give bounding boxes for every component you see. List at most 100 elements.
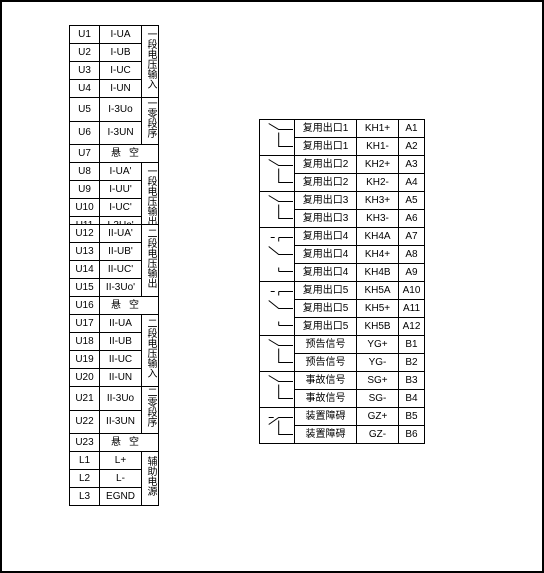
idle-label: 悬空 [100,145,159,163]
group-label: 二段电压输入 [142,315,159,387]
output-table-right: 复用出口1KH1+A1复用出口1KH1-A2复用出口2KH2+A3复用出口2KH… [259,119,425,444]
terminal-id: U15 [70,279,100,297]
relay-symbol [260,156,295,192]
output-kh: KH2+ [357,156,399,174]
terminal-id: U23 [70,434,100,452]
output-desc: 复用出口5 [295,282,357,300]
terminal-id: U6 [70,121,100,145]
terminal-id: L3 [70,488,100,506]
terminal-id: U12 [70,225,100,243]
output-desc: 预告信号 [295,354,357,372]
signal-name: I-UA [100,26,142,44]
terminal-id: U18 [70,333,100,351]
output-desc: 装置障碍 [295,408,357,426]
relay-symbol [260,282,295,336]
signal-name: II-UC' [100,261,142,279]
relay-symbol [260,192,295,228]
signal-name: I-3UN [100,121,142,145]
terminal-id: U7 [70,145,100,163]
output-kh: YG+ [357,336,399,354]
output-desc: 事故信号 [295,372,357,390]
signal-name: II-UA [100,315,142,333]
output-desc: 复用出口1 [295,138,357,156]
group-label: 辅助电源 [142,452,159,506]
terminal-id: U10 [70,199,100,217]
output-pin: B2 [399,354,425,372]
output-pin: A2 [399,138,425,156]
diagram-frame: U1I-UA一段电压输入U2I-UBU3I-UCU4I-UNU5I-3Uo一零段… [0,0,544,573]
terminal-id: U3 [70,62,100,80]
output-desc: 复用出口2 [295,174,357,192]
idle-label: 悬空 [100,434,159,452]
output-desc: 预告信号 [295,336,357,354]
output-kh: KH1- [357,138,399,156]
output-kh: KH1+ [357,120,399,138]
group-label: 二段电压输出 [142,225,159,297]
output-kh: KH3+ [357,192,399,210]
terminal-id: U9 [70,181,100,199]
signal-name: II-UN [100,369,142,387]
terminal-id: U21 [70,387,100,411]
output-desc: 装置障碍 [295,426,357,444]
idle-label: 悬空 [100,297,159,315]
output-pin: A9 [399,264,425,282]
output-kh: GZ+ [357,408,399,426]
terminal-id: L2 [70,470,100,488]
group-label: 二零段序 [142,387,159,434]
group-label: 一零段序 [142,98,159,145]
terminal-id: U5 [70,98,100,122]
output-pin: A5 [399,192,425,210]
output-pin: B3 [399,372,425,390]
output-pin: A8 [399,246,425,264]
signal-name: I-3Uo [100,98,142,122]
output-desc: 复用出口4 [295,264,357,282]
signal-name: EGND [100,488,142,506]
output-desc: 复用出口3 [295,192,357,210]
output-desc: 复用出口5 [295,318,357,336]
output-kh: KH4+ [357,246,399,264]
terminal-id: U19 [70,351,100,369]
output-kh: KH2- [357,174,399,192]
signal-name: I-UN [100,80,142,98]
terminal-table-left-top: U1I-UA一段电压输入U2I-UBU3I-UCU4I-UNU5I-3Uo一零段… [69,25,159,235]
output-desc: 复用出口1 [295,120,357,138]
relay-symbol [260,120,295,156]
signal-name: L- [100,470,142,488]
output-desc: 复用出口4 [295,228,357,246]
output-kh: SG- [357,390,399,408]
output-kh: YG- [357,354,399,372]
relay-symbol [260,408,295,444]
relay-symbol [260,336,295,372]
terminal-id: U1 [70,26,100,44]
terminal-id: U17 [70,315,100,333]
signal-name: II-UB' [100,243,142,261]
output-pin: A4 [399,174,425,192]
signal-name: II-3Uo [100,387,142,411]
output-desc: 复用出口2 [295,156,357,174]
terminal-id: U13 [70,243,100,261]
terminal-id: U14 [70,261,100,279]
terminal-table-left-bottom: U12II-UA'二段电压输出U13II-UB'U14II-UC'U15II-3… [69,224,159,506]
output-pin: A3 [399,156,425,174]
output-desc: 事故信号 [295,390,357,408]
output-desc: 复用出口3 [295,210,357,228]
terminal-id: U16 [70,297,100,315]
signal-name: II-3Uo' [100,279,142,297]
signal-name: II-3UN [100,410,142,434]
output-pin: A7 [399,228,425,246]
output-kh: GZ- [357,426,399,444]
output-pin: A10 [399,282,425,300]
signal-name: I-UA' [100,163,142,181]
output-pin: B4 [399,390,425,408]
terminal-id: U22 [70,410,100,434]
terminal-id: U2 [70,44,100,62]
terminal-id: U20 [70,369,100,387]
output-pin: B1 [399,336,425,354]
terminal-id: U4 [70,80,100,98]
output-kh: KH5B [357,318,399,336]
output-kh: KH4B [357,264,399,282]
output-kh: KH5A [357,282,399,300]
output-pin: B6 [399,426,425,444]
signal-name: I-UB [100,44,142,62]
signal-name: II-UC [100,351,142,369]
